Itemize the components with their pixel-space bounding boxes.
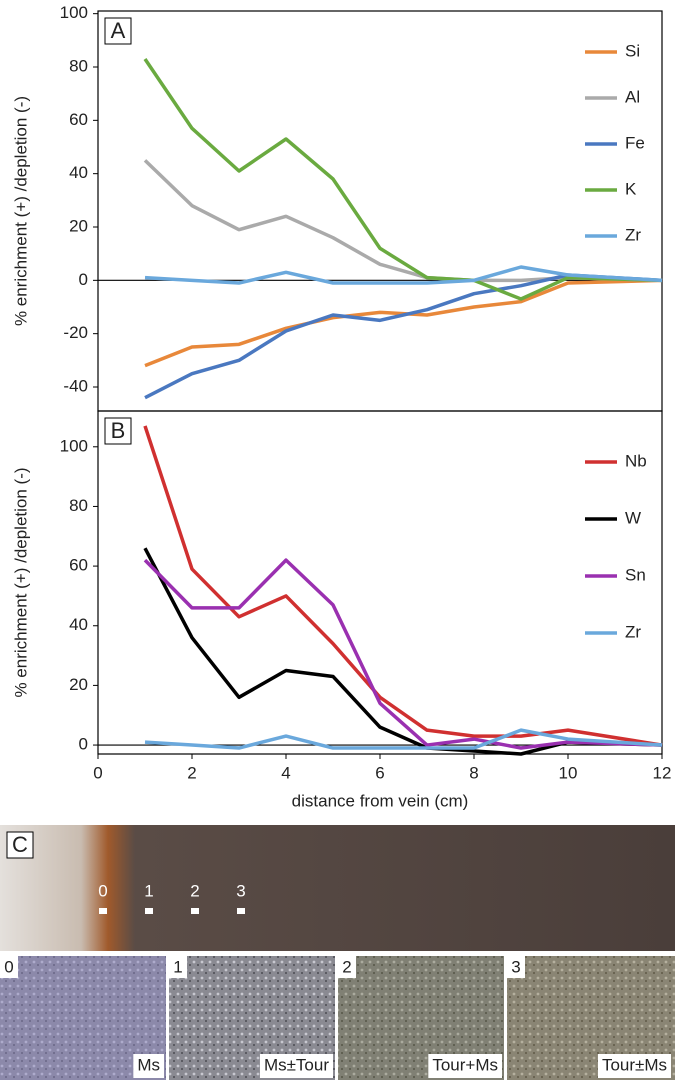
mineral-label: Ms <box>137 1055 160 1074</box>
scale-label: 0 <box>98 881 107 900</box>
series-line <box>144 265 663 285</box>
section-label: 2 <box>342 957 351 976</box>
x-tick-label: 8 <box>469 763 478 782</box>
mineral-label-box <box>428 1054 502 1078</box>
y-axis-label: % enrichment (+) /depletion (-) <box>11 467 30 697</box>
y-tick-label: 40 <box>69 615 88 634</box>
series-line <box>143 58 663 301</box>
mineral-label-box <box>133 1054 164 1078</box>
y-tick-label: 100 <box>60 3 88 22</box>
legend-label: Nb <box>625 451 647 470</box>
x-tick-label: 6 <box>375 763 384 782</box>
section-label-box <box>0 956 18 978</box>
x-axis-label: distance from vein (cm) <box>292 791 469 810</box>
section-label-box <box>338 956 356 978</box>
series-line <box>143 425 663 747</box>
legend-label: Si <box>625 41 640 60</box>
mineral-label: Ms±Tour <box>264 1055 329 1074</box>
legend-label: Sn <box>625 565 646 584</box>
x-tick-label: 12 <box>653 763 672 782</box>
series-line <box>144 273 663 400</box>
scale-label: 1 <box>144 881 153 900</box>
scale-label: 3 <box>236 881 245 900</box>
scale-label: 2 <box>190 881 199 900</box>
y-tick-label: 100 <box>60 436 88 455</box>
legend-label: W <box>625 508 641 527</box>
section-label-box <box>169 956 187 978</box>
y-tick-label: 20 <box>69 216 88 235</box>
legend-label: K <box>625 179 637 198</box>
scale-mark <box>145 908 153 914</box>
scale-mark <box>191 908 199 914</box>
panel-label-box <box>104 17 132 45</box>
y-tick-label: -20 <box>63 323 88 342</box>
x-tick-label: 2 <box>187 763 196 782</box>
mineral-label: Tour±Ms <box>602 1055 667 1074</box>
y-tick-label: 0 <box>79 735 88 754</box>
mineral-label-box <box>259 1054 333 1078</box>
legend-label: Zr <box>625 225 641 244</box>
mineral-label: Tour+Ms <box>432 1055 498 1074</box>
mineral-label-box <box>597 1054 671 1078</box>
y-tick-label: 40 <box>69 163 88 182</box>
y-tick-label: 80 <box>69 496 88 515</box>
series-line <box>143 558 663 750</box>
series-line <box>143 547 663 756</box>
panel-label: A <box>111 18 126 43</box>
legend-label: Al <box>625 87 640 106</box>
y-tick-label: 60 <box>69 110 88 129</box>
section-label: 1 <box>173 957 182 976</box>
y-tick-label: -40 <box>63 376 88 395</box>
section-label: 3 <box>511 957 520 976</box>
series-line <box>143 159 663 283</box>
scale-mark <box>237 908 245 914</box>
scale-mark <box>99 908 107 914</box>
panel-label-box <box>104 417 132 445</box>
x-tick-label: 4 <box>281 763 290 782</box>
panel-label: B <box>111 418 126 443</box>
legend-label: Fe <box>625 133 645 152</box>
y-tick-label: 20 <box>69 675 88 694</box>
y-tick-label: 80 <box>69 56 88 75</box>
panel-label: C <box>12 832 28 857</box>
panel-label-box <box>6 831 34 859</box>
x-tick-label: 0 <box>93 763 102 782</box>
series-line <box>144 278 663 368</box>
series-line <box>144 728 663 750</box>
section-label: 0 <box>4 957 13 976</box>
core-photo <box>0 825 675 951</box>
y-tick-label: 0 <box>79 270 88 289</box>
x-tick-label: 10 <box>559 763 578 782</box>
y-axis-label: % enrichment (+) /depletion (-) <box>11 96 30 326</box>
section-label-box <box>507 956 525 978</box>
y-tick-label: 60 <box>69 556 88 575</box>
legend-label: Zr <box>625 622 641 641</box>
